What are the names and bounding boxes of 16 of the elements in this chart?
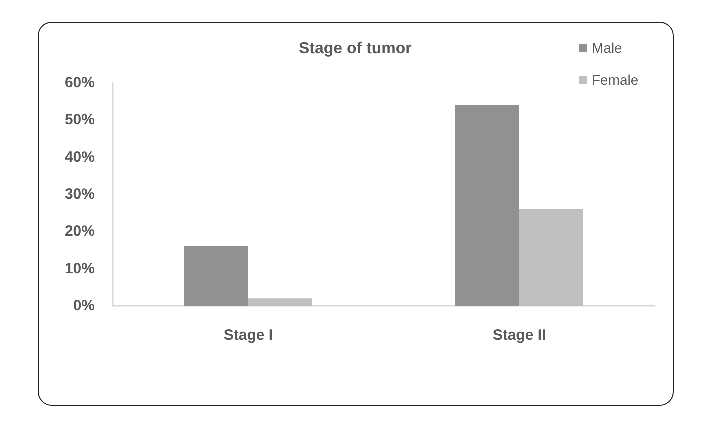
chart-title: Stage of tumor: [299, 40, 412, 58]
y-tick-label: 40%: [64, 148, 95, 166]
bar: [456, 105, 520, 306]
y-tick-label: 10%: [64, 260, 95, 278]
y-tick-label: 30%: [64, 186, 95, 203]
bar: [248, 298, 312, 306]
legend-label: Male: [592, 40, 623, 56]
y-tick-label: 50%: [64, 112, 95, 129]
y-tick-label: 0%: [73, 298, 95, 314]
bar: [184, 246, 248, 306]
bar: [520, 209, 584, 306]
y-tick-label: 20%: [64, 223, 95, 240]
legend-label: Female: [592, 72, 639, 88]
y-tick-label: 60%: [64, 74, 95, 92]
x-tick-label: Stage I: [224, 327, 274, 344]
x-tick-label: Stage II: [492, 327, 546, 344]
